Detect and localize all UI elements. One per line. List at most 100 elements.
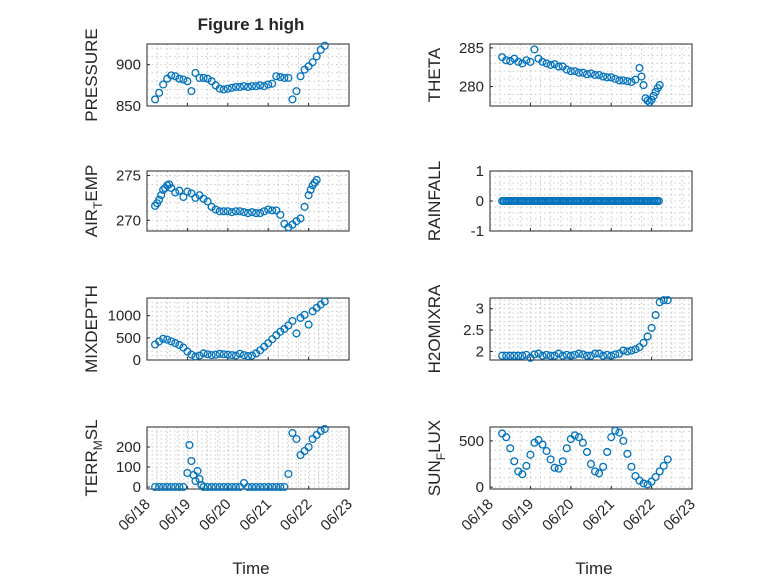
data-point <box>211 350 220 359</box>
data-point <box>231 82 240 92</box>
data-point <box>272 482 281 492</box>
data-point <box>280 482 289 492</box>
data-point <box>316 45 325 54</box>
data-point <box>530 350 539 359</box>
data-point <box>288 428 297 438</box>
data-point <box>296 72 305 81</box>
data-point <box>615 76 624 85</box>
data-point <box>518 351 527 360</box>
data-point <box>651 88 660 97</box>
data-point <box>590 349 600 358</box>
data-point <box>599 351 608 360</box>
axes-frame <box>489 43 693 107</box>
subplot-air_temp: 270 275 AIRTEMP <box>82 165 350 237</box>
data-point <box>187 87 196 96</box>
data-point <box>659 296 668 305</box>
subplot-pressure: 850 900 PRESSURE <box>82 28 350 122</box>
data-point <box>506 444 515 453</box>
data-point <box>276 73 285 82</box>
data-point <box>562 350 571 359</box>
x-tick-label: 06/19 <box>499 496 538 535</box>
data-point <box>247 208 257 217</box>
y-tick-label: 850 <box>116 98 141 115</box>
axes-frame <box>489 297 693 361</box>
data-point <box>223 84 232 93</box>
data-point <box>252 82 261 91</box>
data-point <box>243 351 253 361</box>
data-point <box>582 70 592 79</box>
data-point <box>207 77 216 86</box>
data-point <box>227 351 236 360</box>
data-point <box>264 80 273 89</box>
data-point <box>215 349 224 358</box>
data-point <box>239 82 249 91</box>
data-point <box>276 327 285 336</box>
y-tick-label: 1000 <box>108 308 141 325</box>
data-point <box>171 482 180 492</box>
y-axis-label: PRESSURE <box>82 28 101 122</box>
data-point <box>300 446 309 456</box>
data-point <box>256 482 265 492</box>
data-point <box>538 440 547 449</box>
data-point <box>247 82 257 91</box>
data-point <box>542 350 551 359</box>
data-point <box>260 482 269 492</box>
data-point <box>223 207 232 216</box>
data-point <box>195 351 204 360</box>
y-tick-label: 285 <box>459 40 484 57</box>
data-point <box>566 67 575 76</box>
data-point <box>199 482 208 492</box>
data-point <box>171 188 180 197</box>
data-point <box>590 467 600 476</box>
data-point <box>643 332 652 341</box>
data-point <box>623 77 632 86</box>
data-point <box>247 482 257 492</box>
data-point <box>207 351 216 360</box>
data-point <box>603 447 612 457</box>
data-point <box>586 351 596 360</box>
data-point <box>211 205 220 214</box>
data-point <box>502 56 511 65</box>
data-point <box>611 74 620 83</box>
data-point <box>566 351 575 360</box>
data-point <box>215 84 224 93</box>
x-tick-label: 06/18 <box>458 496 497 535</box>
y-tick-label: 2 <box>476 343 484 360</box>
data-point <box>304 320 313 329</box>
data-point <box>175 74 184 83</box>
y-tick-label: 200 <box>116 439 141 456</box>
data-point <box>611 426 620 435</box>
data-point <box>171 339 180 348</box>
data-point <box>227 208 236 217</box>
data-point <box>256 81 265 90</box>
data-point <box>578 68 587 77</box>
data-point <box>203 197 212 206</box>
data-point <box>223 482 232 492</box>
y-tick-label: 0 <box>133 352 141 369</box>
data-point <box>550 351 559 360</box>
figure-title: Figure 1 high <box>198 15 305 34</box>
data-point <box>554 62 563 71</box>
data-point <box>179 192 188 202</box>
data-point <box>300 310 309 319</box>
data-point <box>582 447 592 457</box>
data-point <box>284 321 293 330</box>
x-tick-label: 06/20 <box>539 496 578 535</box>
data-point <box>631 345 640 354</box>
data-point <box>183 187 192 196</box>
y-tick-label: 270 <box>116 212 141 229</box>
y-tick-label: 280 <box>459 79 484 96</box>
data-point <box>256 209 265 218</box>
data-point <box>308 434 317 444</box>
data-point <box>639 338 648 347</box>
data-point <box>643 96 652 105</box>
data-point <box>215 207 224 216</box>
data-point <box>558 351 567 360</box>
data-point <box>219 207 228 216</box>
data-point <box>288 316 297 326</box>
data-point <box>155 195 164 204</box>
data-point <box>550 60 559 69</box>
data-point <box>171 72 180 81</box>
data-point <box>595 70 604 80</box>
data-point <box>272 72 281 81</box>
